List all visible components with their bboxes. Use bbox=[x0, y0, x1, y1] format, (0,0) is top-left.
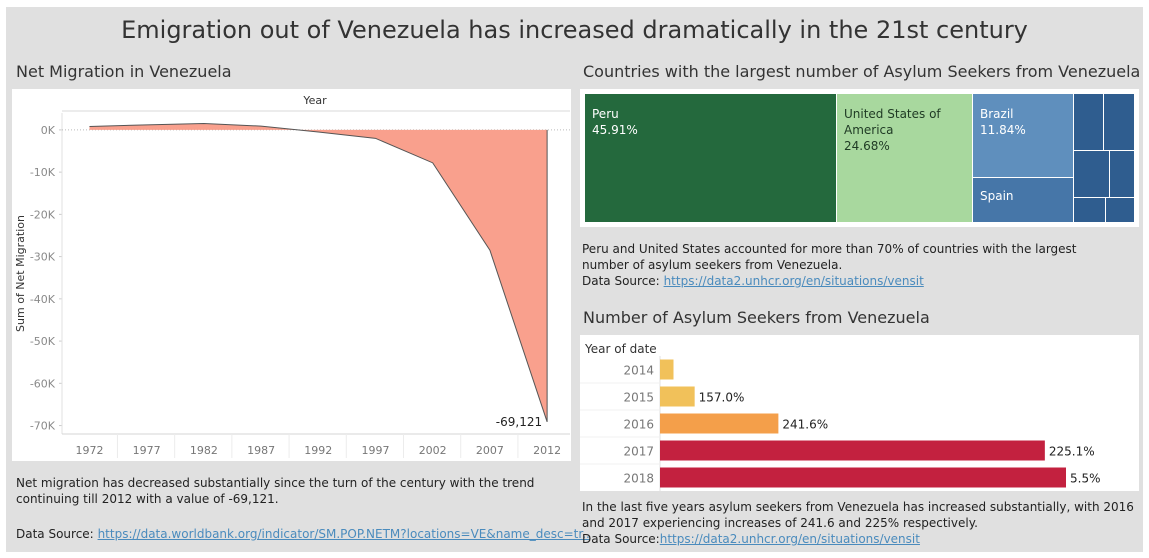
bar-category-label: 2015 bbox=[623, 391, 654, 405]
treemap-label-usa: United States of America 24.68% bbox=[844, 107, 941, 153]
treemap-cell-brazil[interactable]: Brazil 11.84% bbox=[972, 93, 1074, 178]
dashboard-title: Emigration out of Venezuela has increase… bbox=[121, 16, 1028, 44]
treemap-label-brazil: Brazil 11.84% bbox=[980, 107, 1026, 137]
treemap-label-peru: Peru 45.91% bbox=[592, 107, 638, 137]
net-migration-note: Net migration has decreased substantiall… bbox=[16, 476, 535, 506]
asylum-countries-title: Countries with the largest number of Asy… bbox=[583, 62, 1141, 81]
treemap-panel: Peru 45.91% United States of America 24.… bbox=[580, 89, 1139, 227]
asylum-seekers-title: Number of Asylum Seekers from Venezuela bbox=[583, 308, 930, 327]
bar-category-label: 2018 bbox=[623, 472, 654, 486]
y-tick-label: 0K bbox=[41, 124, 56, 137]
net-migration-area bbox=[89, 123, 548, 422]
bar-value-label: 157.0% bbox=[699, 391, 745, 405]
net-migration-panel: Year 0K -10K -20K -30K -40K -50K -60K -70K 1972 19… bbox=[12, 89, 576, 461]
bar-2017 bbox=[660, 440, 1045, 461]
y-tick-label: -70K bbox=[30, 420, 56, 433]
y-axis-title: Sum of Net Migration bbox=[14, 215, 27, 332]
y-tick-label: -10K bbox=[30, 166, 56, 179]
x-tick-label: 1977 bbox=[133, 444, 161, 457]
asylum-seekers-chart: Year of date 2014 2015 157.0% 2016 241.6% 2017… bbox=[580, 342, 1101, 491]
treemap-cell-peru[interactable]: Peru 45.91% bbox=[584, 93, 837, 223]
net-migration-line bbox=[89, 123, 548, 422]
y-tick-label: -50K bbox=[30, 335, 56, 348]
bar-category-label: 2016 bbox=[623, 418, 654, 432]
treemap-cell-other-4[interactable] bbox=[1109, 150, 1135, 198]
source-label: Data Source: bbox=[582, 274, 660, 288]
net-migration-title: Net Migration in Venezuela bbox=[16, 62, 232, 81]
treemap-cell-other-1[interactable] bbox=[1073, 93, 1104, 151]
y-tick-label: -20K bbox=[30, 208, 56, 221]
bar-axis-title: Year of date bbox=[584, 342, 657, 356]
x-tick-label: 2007 bbox=[476, 444, 504, 457]
bar-2015 bbox=[660, 386, 695, 407]
bar-2018 bbox=[660, 467, 1066, 488]
treemap-cell-spain[interactable]: Spain bbox=[972, 177, 1074, 223]
bar-2016 bbox=[660, 413, 779, 434]
x-tick-label: 1982 bbox=[190, 444, 218, 457]
bar-value-label: 225.1% bbox=[1049, 445, 1095, 459]
x-tick-label: 1997 bbox=[361, 444, 389, 457]
treemap-cell-other-6[interactable] bbox=[1105, 197, 1135, 223]
treemap-cell-other-2[interactable] bbox=[1103, 93, 1135, 151]
bar-value-label: 5.5% bbox=[1070, 472, 1101, 486]
asylum-seekers-source: Data Source:https://data2.unhcr.org/en/s… bbox=[582, 531, 920, 547]
treemap-cell-other-3[interactable] bbox=[1073, 150, 1110, 198]
x-tick-label: 1992 bbox=[304, 444, 332, 457]
bar-value-label: 241.6% bbox=[782, 418, 828, 432]
asylum-countries-source: Data Source: https://data2.unhcr.org/en/… bbox=[582, 273, 924, 289]
source-label: Data Source: bbox=[16, 527, 94, 541]
bar-category-label: 2017 bbox=[623, 445, 654, 459]
asylum-countries-note: Peru and United States accounted for mor… bbox=[582, 242, 1077, 272]
x-tick-label: 1972 bbox=[75, 444, 103, 457]
source-label: Data Source: bbox=[582, 532, 660, 546]
bar-chart-panel: Year of date 2014 2015 157.0% 2016 241.6% 2017… bbox=[580, 335, 1139, 491]
worldbank-source-link[interactable]: https://data.worldbank.org/indicator/SM.… bbox=[97, 527, 590, 541]
x-tick-label: 1987 bbox=[247, 444, 275, 457]
treemap-cell-other-5[interactable] bbox=[1073, 197, 1106, 223]
asylum-seekers-note: In the last five years asylum seekers fr… bbox=[582, 500, 1134, 530]
treemap-cell-usa[interactable]: United States of America 24.68% bbox=[836, 93, 973, 223]
treemap-label-spain: Spain bbox=[980, 189, 1014, 203]
min-value-label: -69,121 bbox=[496, 415, 542, 429]
y-tick-label: -40K bbox=[30, 293, 56, 306]
x-tick-label: 2002 bbox=[419, 444, 447, 457]
bar-category-label: 2014 bbox=[623, 364, 654, 378]
net-migration-source: Data Source: https://data.worldbank.org/… bbox=[16, 526, 590, 542]
y-tick-label: -30K bbox=[30, 251, 56, 264]
unhcr-source-link[interactable]: https://data2.unhcr.org/en/situations/ve… bbox=[663, 274, 924, 288]
unhcr-source-link-2[interactable]: https://data2.unhcr.org/en/situations/ve… bbox=[659, 532, 920, 546]
x-axis-title: Year bbox=[302, 94, 327, 107]
x-tick-label: 2012 bbox=[533, 444, 561, 457]
net-migration-chart: Year 0K -10K -20K -30K -40K -50K -60K -70K 1972 19… bbox=[14, 94, 576, 458]
y-tick-label: -60K bbox=[30, 377, 56, 390]
bar-2014 bbox=[660, 359, 674, 380]
